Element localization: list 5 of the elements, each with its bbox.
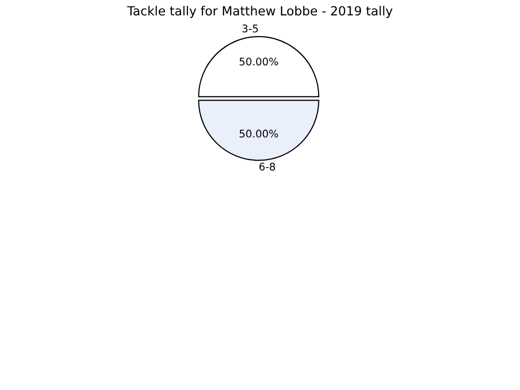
chart-title: Tackle tally for Matthew Lobbe - 2019 tally — [127, 6, 392, 18]
slice-label: 6-8 — [259, 162, 275, 171]
data-label: 50.00% — [240, 58, 278, 66]
slice-label: 3-5 — [242, 24, 258, 32]
data-label: 50.00% — [240, 130, 278, 138]
